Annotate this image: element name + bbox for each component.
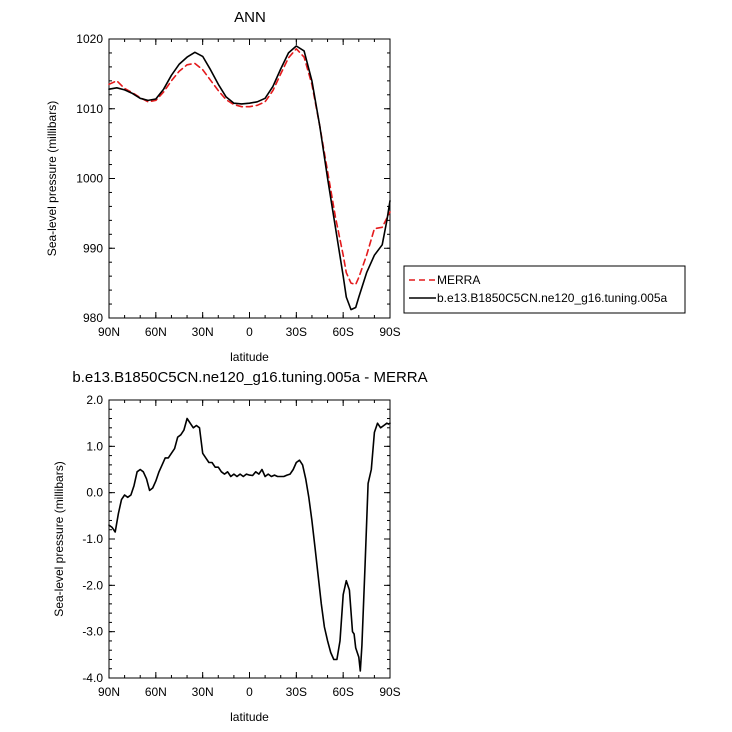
- series-line-difference: [108, 417, 391, 672]
- top-y-axis-label: Sea-level pressure (millibars): [45, 101, 59, 256]
- legend: MERRA b.e13.B1850C5CN.ne120_g16.tuning.0…: [403, 265, 686, 314]
- top-series: [108, 45, 391, 311]
- bottom-series: [108, 417, 391, 672]
- y-tick-label: 2.0: [86, 393, 103, 407]
- top-x-ticks: 90N 60N 30N 0 30S 60S 90S: [98, 39, 401, 339]
- x-tick-label: 90N: [98, 325, 120, 339]
- x-tick-label: 90S: [379, 685, 400, 699]
- y-tick-label: -3.0: [82, 625, 103, 639]
- x-tick-label: 60S: [332, 685, 353, 699]
- bottom-y-axis-label: Sea-level pressure (millibars): [52, 461, 66, 616]
- bottom-x-axis-label: latitude: [230, 710, 269, 724]
- bottom-x-ticks: 90N 60N 30N 0 30S 60S 90S: [98, 400, 401, 699]
- top-x-axis-label: latitude: [230, 350, 269, 364]
- bottom-plot-frame: [108, 399, 391, 679]
- top-y-ticks: 980 990 1000 1010 1020: [76, 32, 390, 325]
- y-tick-label: 1010: [76, 102, 103, 116]
- y-tick-label: 980: [83, 311, 103, 325]
- bottom-panel-title: b.e13.B1850C5CN.ne120_g16.tuning.005a - …: [72, 369, 427, 386]
- x-tick-label: 0: [246, 325, 253, 339]
- y-tick-label: 0.0: [86, 486, 103, 500]
- series-line-merra: [108, 47, 391, 286]
- legend-box: [403, 265, 686, 314]
- series-line-b-e13-b1850c5cn-ne120-g16-tuning-005a: [108, 45, 391, 311]
- top-panel-title: ANN: [234, 9, 266, 26]
- x-tick-label: 60S: [332, 325, 353, 339]
- bottom-panel: b.e13.B1850C5CN.ne120_g16.tuning.005a - …: [52, 369, 428, 724]
- x-tick-label: 30N: [192, 685, 214, 699]
- y-tick-label: -4.0: [82, 671, 103, 685]
- legend-label-model: b.e13.B1850C5CN.ne120_g16.tuning.005a: [437, 291, 668, 305]
- bottom-y-ticks: 2.0 1.0 0.0 -1.0 -2.0 -3.0 -4.0: [82, 393, 390, 685]
- x-tick-label: 0: [246, 685, 253, 699]
- x-tick-label: 60N: [145, 325, 167, 339]
- x-tick-label: 30N: [192, 325, 214, 339]
- y-tick-label: -2.0: [82, 578, 103, 592]
- x-tick-label: 30S: [286, 685, 307, 699]
- y-tick-label: -1.0: [82, 532, 103, 546]
- legend-label-merra: MERRA: [437, 273, 480, 287]
- x-tick-label: 30S: [286, 325, 307, 339]
- x-tick-label: 90S: [379, 325, 400, 339]
- y-tick-label: 1.0: [86, 439, 103, 453]
- y-tick-label: 990: [83, 241, 103, 255]
- x-tick-label: 60N: [145, 685, 167, 699]
- y-tick-label: 1000: [76, 172, 103, 186]
- x-tick-label: 90N: [98, 685, 120, 699]
- y-tick-label: 1020: [76, 32, 103, 46]
